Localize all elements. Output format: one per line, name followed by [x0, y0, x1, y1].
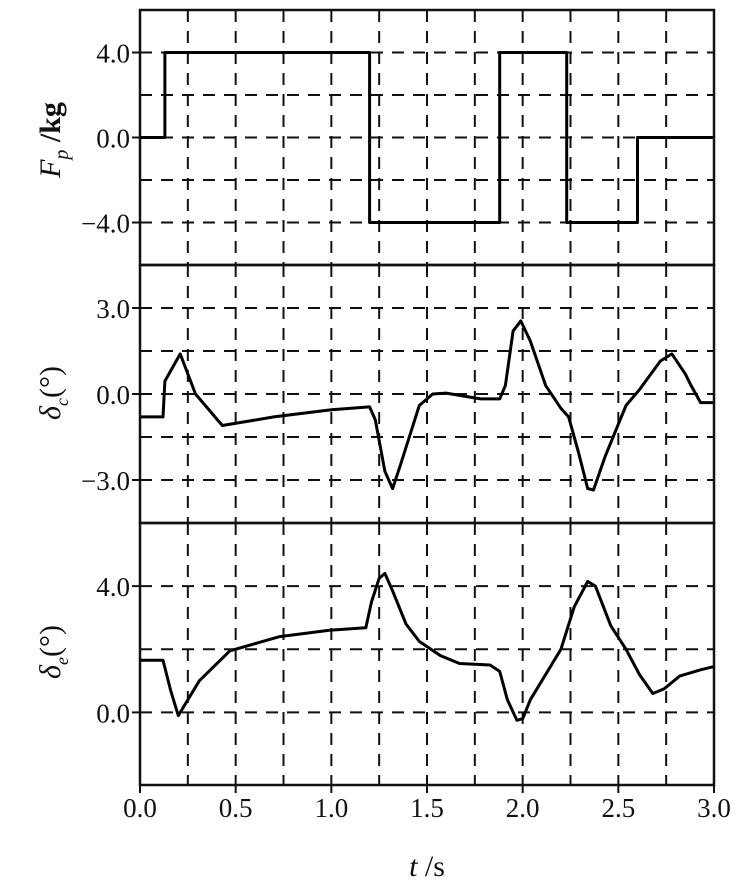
x-tick-label: 2.0 [506, 793, 540, 823]
x-tick-label: 0.5 [219, 793, 253, 823]
ylabel-delta-e: δe(°) [34, 625, 72, 679]
y-tick-label: −4.0 [81, 209, 130, 239]
x-tick-label: 0.0 [123, 793, 157, 823]
ylabel-delta-c: δc(°) [34, 366, 72, 420]
y-tick-label: 4.0 [96, 572, 130, 602]
y-tick-label: 0.0 [96, 698, 130, 728]
y-tick-label: 0.0 [96, 380, 130, 410]
series-line [140, 319, 714, 492]
y-tick-label: 4.0 [96, 39, 130, 69]
y-tick-label: −3.0 [81, 466, 130, 496]
xlabel: t /s [409, 850, 445, 883]
series-line [140, 572, 715, 722]
y-tick-label: 0.0 [96, 124, 130, 154]
x-tick-label: 2.5 [601, 793, 635, 823]
y-tick-label: 3.0 [96, 294, 130, 324]
x-tick-label: 3.0 [697, 793, 731, 823]
x-tick-label: 1.0 [314, 793, 348, 823]
x-tick-label: 1.5 [410, 793, 444, 823]
ylabel-fp: Fp /kg [34, 102, 73, 179]
series-line [140, 51, 714, 224]
